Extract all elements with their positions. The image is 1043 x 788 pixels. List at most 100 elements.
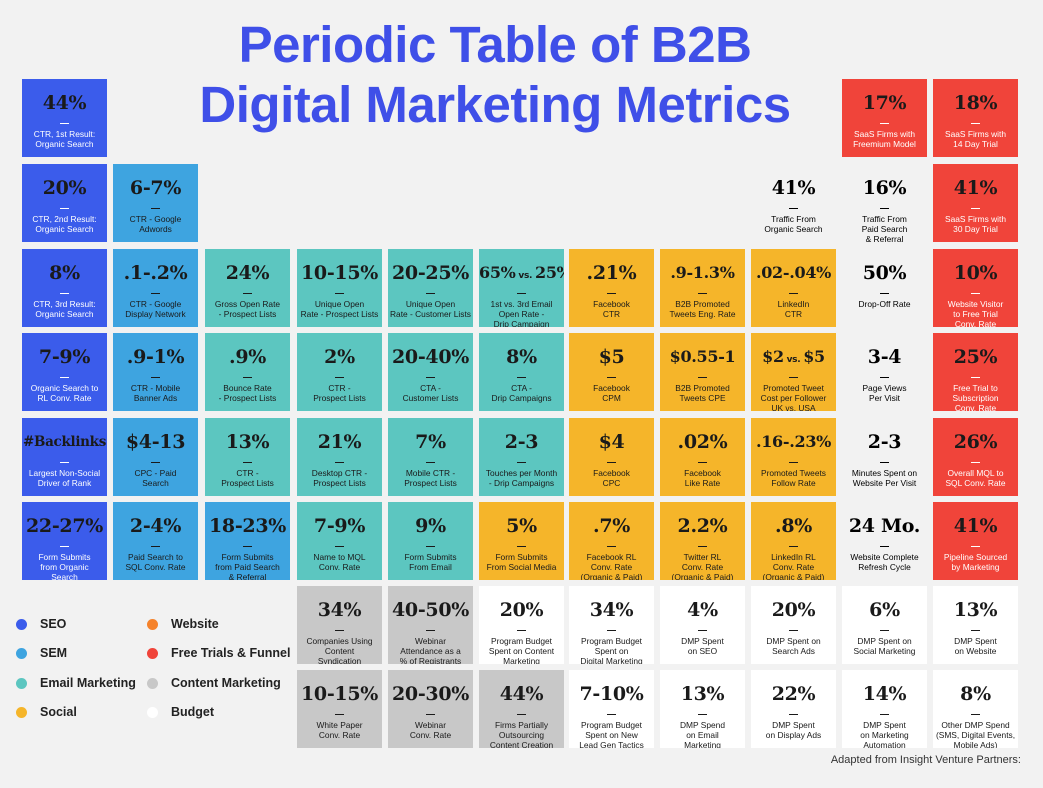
metric-tile: 4% DMP Spent on SEO	[660, 586, 745, 664]
metric-description: 1st vs. 3rd Email Open Rate - Drip Campaig…	[481, 289, 562, 327]
metric-description: B2B Promoted Tweets Eng. Rate	[662, 289, 743, 319]
metric-value: 21%	[317, 431, 362, 453]
metric-value: 8%	[960, 683, 991, 705]
metric-description: CPC - Paid Search	[115, 458, 196, 488]
metric-value: 26%	[953, 431, 998, 453]
metric-description: Program Budget Spent on Digital Marketing	[571, 626, 652, 664]
metric-tile: 20% Program Budget Spent on Content Marketi…	[479, 586, 564, 664]
metric-value: 17%	[862, 92, 907, 114]
metric-value: 9%	[415, 515, 446, 537]
metric-value: 13%	[225, 431, 270, 453]
source-credit: Adapted from Insight Venture Partners:	[830, 754, 1021, 766]
metric-description: Program Budget Spent on New Lead Gen Tacti…	[571, 710, 652, 748]
metric-value: 16%	[862, 177, 907, 199]
metric-value: 20-40%	[391, 346, 470, 368]
legend-label: SEM	[40, 646, 68, 660]
metric-description: Gross Open Rate - Prospect Lists	[207, 289, 288, 319]
legend-item-seo: SEO	[16, 616, 66, 632]
legend-label: Budget	[171, 705, 215, 719]
metric-description: Website Complete Refresh Cycle	[844, 542, 925, 572]
metric-value: 2%	[324, 346, 355, 368]
metric-tile: $0.55-1 B2B Promoted Tweets CPE	[660, 333, 745, 411]
legend-item-social: Social	[16, 704, 77, 720]
metric-value: .02%	[677, 431, 728, 453]
metric-tile: 6% DMP Spent on Social Marketing	[842, 586, 927, 664]
metric-value: 41%	[953, 177, 998, 199]
metric-value: 13%	[953, 599, 998, 621]
metric-value: .9-1%	[126, 346, 185, 368]
metric-tile: 22-27% Form Submits from Organic Search	[22, 502, 107, 580]
legend-label: Free Trials & Funnel	[171, 646, 291, 660]
legend-label: Social	[40, 705, 77, 719]
metric-description: Facebook CPM	[571, 373, 652, 403]
metric-value: 14%	[862, 683, 907, 705]
metric-tile: .9% Bounce Rate - Prospect Lists	[205, 333, 290, 411]
metric-value: 34%	[317, 599, 362, 621]
metric-description: Paid Search to SQL Conv. Rate	[115, 542, 196, 572]
metric-description: B2B Promoted Tweets CPE	[662, 373, 743, 403]
metric-value: 20-30%	[391, 683, 470, 705]
metric-tile: .21% Facebook CTR	[569, 249, 654, 327]
legend-label: Content Marketing	[171, 676, 281, 690]
metric-description: SaaS Firms with 30 Day Trial	[935, 204, 1016, 234]
metric-tile: 8% CTR, 3rd Result: Organic Search	[22, 249, 107, 327]
legend-swatch	[147, 706, 158, 718]
metric-tile: 41% SaaS Firms with 30 Day Trial	[933, 164, 1018, 242]
metric-tile: 22% DMP Spent on Display Ads	[751, 670, 836, 748]
metric-value: 2.2%	[677, 515, 728, 537]
metric-tile: 2.2% Twitter RL Conv. Rate (Organic & Paid)	[660, 502, 745, 580]
metric-description: Facebook RL Conv. Rate (Organic & Paid)	[571, 542, 652, 580]
metric-description: DMP Spent on Marketing Automation	[844, 710, 925, 748]
metric-value: .9-1.3%	[670, 263, 735, 282]
metric-description: Free Trial to Subscription Conv. Rate	[935, 373, 1016, 411]
metric-description: Mobile CTR - Prospect Lists	[390, 458, 471, 488]
metric-tile: 25% Free Trial to Subscription Conv. Rate	[933, 333, 1018, 411]
metric-tile: 16% Traffic From Paid Search & Referral	[842, 164, 927, 242]
legend-item-content: Content Marketing	[147, 675, 281, 691]
legend-swatch	[16, 647, 27, 659]
metric-description: Desktop CTR - Prospect Lists	[299, 458, 380, 488]
metric-value: $2 vs. $5	[762, 347, 825, 366]
metric-description: DMP Spent on Website	[935, 626, 1016, 656]
metric-tile: 3-4 Page Views Per Visit	[842, 333, 927, 411]
metric-tile: .9-1% CTR - Mobile Banner Ads	[113, 333, 198, 411]
metric-description: Website Visitor to Free Trial Conv. Rate	[935, 289, 1016, 327]
metric-tile: 13% CTR - Prospect Lists	[205, 418, 290, 496]
metric-value: 44%	[42, 92, 87, 114]
metric-value: 7%	[415, 431, 446, 453]
metric-description: Unique Open Rate - Prospect Lists	[299, 289, 380, 319]
metric-description: CTA - Customer Lists	[390, 373, 471, 403]
metric-description: CTR, 3rd Result: Organic Search	[24, 289, 105, 319]
metric-description: Program Budget Spent on Content Marketing	[481, 626, 562, 664]
metric-tile: 50% Drop-Off Rate	[842, 249, 927, 327]
metric-description: DMP Spent on Social Marketing	[844, 626, 925, 656]
metric-tile: 7-9% Organic Search to RL Conv. Rate	[22, 333, 107, 411]
metric-description: Promoted Tweet Cost per Follower UK vs. US…	[753, 373, 834, 411]
metric-value: 6-7%	[129, 177, 182, 199]
metric-tile: 10-15% White Paper Conv. Rate	[297, 670, 382, 748]
metric-tile: 7-9% Name to MQL Conv. Rate	[297, 502, 382, 580]
metric-value: 44%	[499, 683, 544, 705]
metric-value: .16-.23%	[755, 432, 832, 451]
metric-value: 10-15%	[300, 683, 379, 705]
metric-tile: 10% Website Visitor to Free Trial Conv. Rat…	[933, 249, 1018, 327]
metric-tile: #Backlinks Largest Non-Social Driver of Ra…	[22, 418, 107, 496]
metric-tile: $4-13 CPC - Paid Search	[113, 418, 198, 496]
metric-value: 41%	[953, 515, 998, 537]
metric-description: DMP Spent on Display Ads	[753, 710, 834, 740]
metric-tile: 24% Gross Open Rate - Prospect Lists	[205, 249, 290, 327]
legend-label: SEO	[40, 617, 67, 631]
metric-value: 24 Mo.	[848, 515, 921, 537]
metric-tile: 44% Firms Partially Outsourcing Content Cre…	[479, 670, 564, 748]
metric-description: Form Submits from Paid Search & Referral	[207, 542, 288, 580]
metric-value: 7-10%	[579, 683, 644, 705]
metric-value: 5%	[506, 515, 537, 537]
metric-description: Webinar Attendance as a% of Registrants	[390, 626, 471, 664]
metric-description: CTA - Drip Campaigns	[481, 373, 562, 403]
metric-tile: 2-3 Touches per Month - Drip Campaigns	[479, 418, 564, 496]
legend-item-sem: SEM	[16, 645, 67, 661]
metric-tile: $4 Facebook CPC	[569, 418, 654, 496]
metric-tile: .1-.2% CTR - Google Display Network	[113, 249, 198, 327]
metric-value: 22-27%	[25, 515, 104, 537]
